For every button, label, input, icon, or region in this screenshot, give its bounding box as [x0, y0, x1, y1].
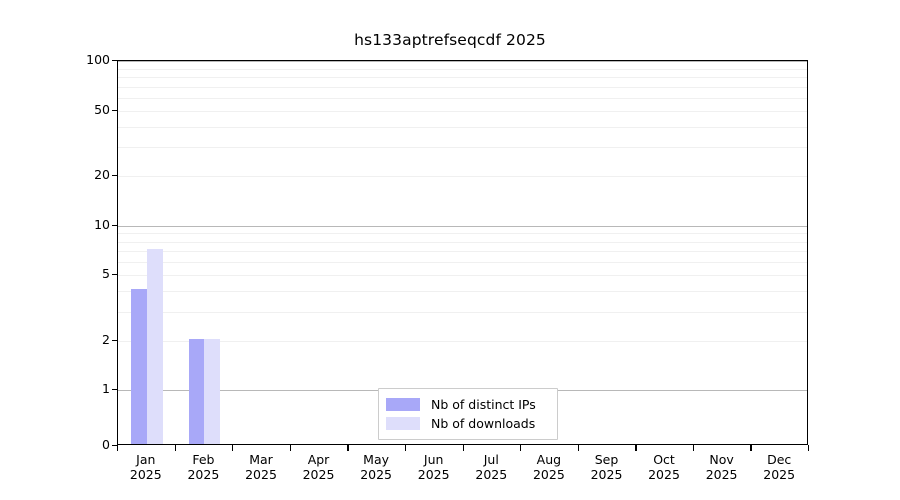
- gridline-minor: [118, 110, 807, 112]
- y-axis-tick-mark: [112, 175, 118, 177]
- chart-legend: Nb of distinct IPs Nb of downloads: [378, 388, 558, 440]
- plot-area: [117, 60, 808, 445]
- x-axis-tick-month: Sep: [594, 452, 619, 467]
- legend-item-distinct-ips[interactable]: Nb of distinct IPs: [386, 395, 549, 414]
- gridline-major: [118, 225, 807, 227]
- gridline-minor: [118, 86, 807, 88]
- gridline-minor: [118, 311, 807, 313]
- x-axis-tick-mark: [577, 445, 579, 451]
- x-axis-tick-label: May 2025: [344, 452, 408, 482]
- x-axis-tick-year: 2025: [360, 467, 392, 482]
- y-axis-tick-label: 2: [102, 331, 110, 347]
- x-axis-tick-label: Apr 2025: [287, 452, 351, 482]
- x-axis-tick-label: Aug 2025: [517, 452, 581, 482]
- x-axis-tick-month: Jun: [423, 452, 444, 467]
- x-axis-tick-mark: [347, 445, 349, 451]
- x-axis-tick-year: 2025: [245, 467, 277, 482]
- gridline-minor: [118, 233, 807, 235]
- bars-layer: [118, 61, 807, 444]
- y-axis-tick-label: 100: [86, 51, 110, 67]
- x-axis-tick-mark: [520, 445, 522, 451]
- gridline-major: [118, 61, 807, 62]
- x-axis-tick-mark: [750, 445, 752, 451]
- x-axis-tick-mark: [174, 445, 176, 451]
- x-axis-tick-year: 2025: [648, 467, 680, 482]
- x-axis-tick-mark: [289, 445, 292, 451]
- x-axis-tick-mark: [117, 445, 119, 451]
- y-axis-tick-label: 10: [94, 216, 110, 232]
- gridline-minor: [118, 241, 807, 243]
- gridline-minor: [118, 291, 807, 293]
- bar-downloads[interactable]: [204, 338, 221, 444]
- gridline-minor: [118, 340, 807, 342]
- x-axis-tick-month: Dec: [767, 452, 792, 467]
- legend-swatch-icon-downloads: [386, 417, 420, 430]
- gridline-minor: [118, 275, 807, 277]
- x-axis-tick-label: Feb 2025: [171, 452, 235, 482]
- x-axis-tick-label: Dec 2025: [747, 452, 811, 482]
- x-axis-tick-mark: [404, 445, 407, 451]
- x-axis-tick-label: Jan 2025: [114, 452, 178, 482]
- x-axis-tick-year: 2025: [532, 467, 565, 482]
- y-axis-tick-mark: [112, 339, 118, 341]
- x-axis-tick-month: Jan: [136, 452, 156, 467]
- x-axis-tick-year: 2025: [302, 467, 335, 482]
- y-axis-tick-mark: [112, 274, 118, 276]
- y-axis-labels: 100 50 20 10 5 2 1 0: [72, 53, 110, 450]
- y-axis-tick-label: 5: [102, 265, 110, 281]
- x-axis-tick-month: May: [363, 452, 390, 467]
- x-axis-tick-year: 2025: [187, 467, 220, 482]
- x-axis-tick-mark: [692, 445, 695, 451]
- gridline-minor: [118, 176, 807, 177]
- y-axis-tick-mark: [112, 224, 118, 226]
- y-axis-tick-mark: [112, 60, 118, 62]
- y-axis-tick-label: 0: [102, 436, 110, 452]
- legend-label-downloads: Nb of downloads: [431, 416, 536, 431]
- gridline-minor: [118, 126, 807, 128]
- y-axis-tick-mark: [112, 109, 118, 111]
- gridline-minor: [118, 262, 807, 264]
- chart-title: hs133aptrefseqcdf 2025: [354, 31, 546, 49]
- gridline-minor: [118, 97, 807, 99]
- bar-downloads[interactable]: [146, 249, 163, 444]
- y-axis-tick-label: 1: [102, 380, 110, 396]
- gridline-minor: [118, 77, 807, 78]
- x-axis-tick-year: 2025: [705, 467, 738, 482]
- x-axis-tick-month: Oct: [653, 452, 675, 467]
- x-axis-tick-label: Jun 2025: [402, 452, 466, 482]
- legend-item-downloads[interactable]: Nb of downloads: [386, 414, 549, 433]
- x-axis-tick-month: Mar: [249, 452, 273, 467]
- x-axis-tick-mark: [808, 445, 810, 451]
- y-axis-tick-label: 20: [94, 166, 110, 182]
- gridline-minor: [118, 68, 807, 70]
- x-axis-tick-mark: [232, 445, 234, 451]
- x-axis-tick-label: Nov 2025: [690, 452, 754, 482]
- x-axis-tick-label: Oct 2025: [632, 452, 696, 482]
- x-axis-tick-year: 2025: [763, 467, 796, 482]
- y-axis-tick-label: 50: [94, 101, 110, 117]
- x-axis-tick-month: Apr: [307, 452, 330, 467]
- x-axis-tick-mark: [462, 445, 464, 451]
- gridline-minor: [118, 147, 807, 149]
- x-axis-tick-mark: [635, 445, 637, 451]
- x-axis-tick-month: Jul: [483, 452, 499, 467]
- y-axis-tick-mark: [112, 445, 118, 447]
- x-axis-tick-year: 2025: [417, 467, 450, 482]
- legend-label-distinct-ips: Nb of distinct IPs: [431, 397, 536, 412]
- x-axis-tick-label: Sep 2025: [575, 452, 639, 482]
- bar-distinct-ips[interactable]: [131, 289, 147, 444]
- x-axis-tick-month: Feb: [192, 452, 215, 467]
- legend-swatch-icon-distinct-ips: [386, 398, 420, 411]
- x-axis-tick-year: 2025: [129, 467, 162, 482]
- x-axis-tick-month: Nov: [709, 452, 734, 467]
- bar-distinct-ips[interactable]: [188, 338, 205, 444]
- x-axis-tick-year: 2025: [590, 467, 623, 482]
- x-axis-tick-month: Aug: [536, 452, 562, 467]
- x-axis-tick-label: Mar 2025: [229, 452, 293, 482]
- x-axis-tick-label: Jul 2025: [459, 452, 523, 482]
- gridline-minor: [118, 251, 807, 253]
- x-axis-tick-year: 2025: [475, 467, 508, 482]
- y-axis-tick-mark: [112, 389, 118, 391]
